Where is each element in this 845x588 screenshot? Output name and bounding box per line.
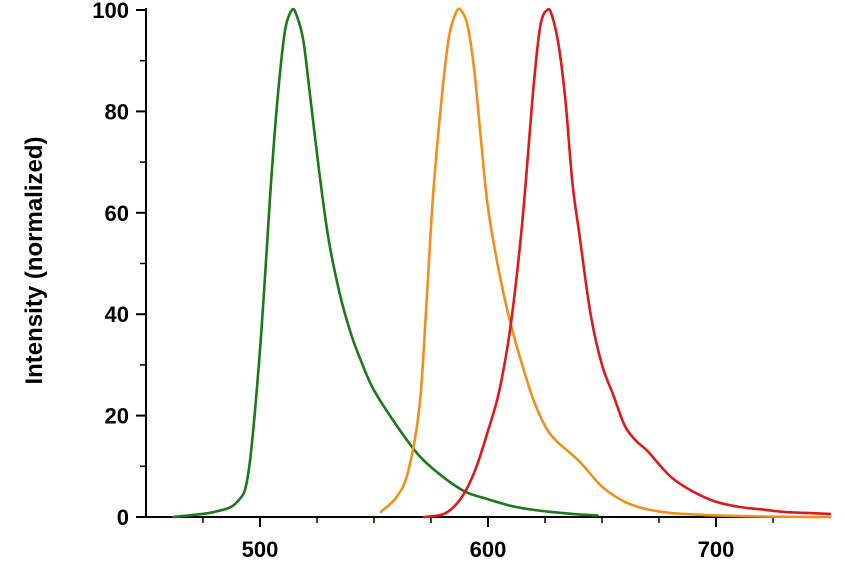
series-group (172, 7, 832, 519)
tick-labels: 500 600 700 0 20 40 60 80 100 (92, 0, 734, 562)
series-line-2 (379, 7, 832, 519)
x-tick-label: 500 (242, 537, 279, 562)
y-tick-label: 100 (92, 0, 129, 23)
y-axis-title: Intensity (normalized) (21, 136, 48, 384)
ticks (136, 9, 774, 527)
x-tick-label: 700 (698, 537, 735, 562)
axes (145, 8, 830, 518)
x-tick-label: 600 (470, 537, 507, 562)
series-line-3 (422, 7, 832, 519)
y-tick-label: 40 (105, 302, 129, 327)
y-tick-label: 0 (117, 505, 129, 530)
y-tick-label: 60 (105, 201, 129, 226)
series-line-1 (172, 7, 599, 519)
y-tick-label: 80 (105, 99, 129, 124)
y-tick-label: 20 (105, 404, 129, 429)
